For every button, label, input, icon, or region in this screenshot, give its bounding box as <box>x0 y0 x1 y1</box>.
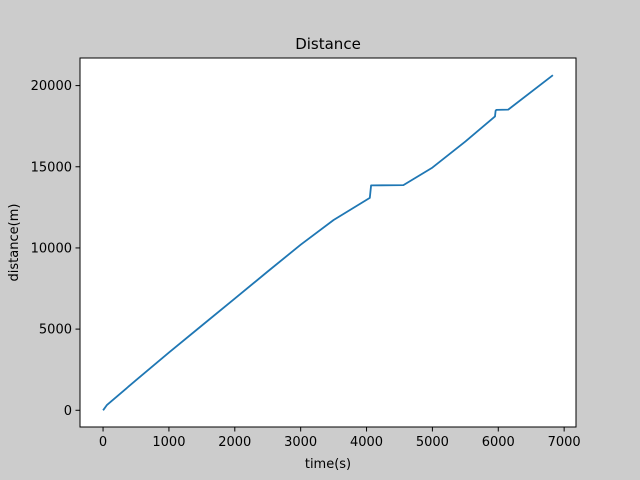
x-tick-label: 2000 <box>218 435 251 450</box>
y-axis-label: distance(m) <box>7 204 22 282</box>
y-tick-label: 15000 <box>31 160 72 175</box>
x-tick-label: 5000 <box>416 435 449 450</box>
plot-frame <box>79 57 577 428</box>
x-tick-label: 3000 <box>284 435 317 450</box>
y-tick-label: 5000 <box>39 323 72 338</box>
series-layer <box>102 74 554 411</box>
y-tick-label: 20000 <box>31 79 72 94</box>
x-tick-label: 6000 <box>482 435 515 450</box>
y-tick-label: 0 <box>64 404 72 419</box>
x-tick-label: 0 <box>99 435 107 450</box>
series-line <box>102 74 554 411</box>
x-tick-label: 1000 <box>152 435 185 450</box>
x-tick-label: 7000 <box>548 435 581 450</box>
y-axis: 0 5000 10000 15000 20000 <box>31 79 80 419</box>
chart-title: Distance <box>295 35 361 53</box>
x-tick-label: 4000 <box>350 435 383 450</box>
x-axis-label: time(s) <box>305 457 351 472</box>
y-tick-label: 10000 <box>31 241 72 256</box>
x-axis: 0 1000 2000 3000 4000 5000 6000 7000 <box>99 427 581 450</box>
plot-area <box>80 58 576 427</box>
